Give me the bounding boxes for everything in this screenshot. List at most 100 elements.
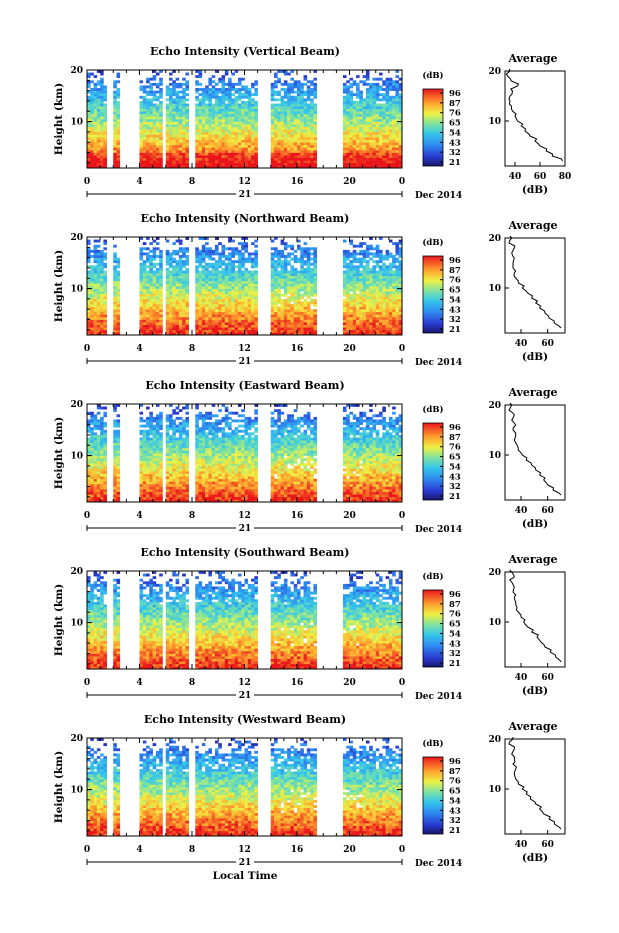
heatmap-cell bbox=[143, 271, 147, 274]
heatmap-cell bbox=[307, 145, 311, 148]
heatmap-cell bbox=[376, 271, 380, 274]
heatmap-cell bbox=[176, 122, 180, 125]
heatmap-cell bbox=[140, 155, 144, 158]
heatmap-cell bbox=[103, 153, 107, 156]
heatmap-cell bbox=[176, 129, 180, 132]
heatmap-cell bbox=[245, 281, 249, 284]
heatmap-cell bbox=[254, 283, 258, 286]
heatmap-cell bbox=[274, 263, 278, 266]
heatmap-cell bbox=[231, 255, 235, 258]
heatmap-cell bbox=[350, 109, 354, 112]
heatmap-cell bbox=[359, 96, 363, 99]
heatmap-cell bbox=[103, 98, 107, 101]
heatmap-cell bbox=[304, 111, 308, 114]
heatmap-cell bbox=[100, 93, 104, 96]
heatmap-cell bbox=[392, 85, 396, 88]
heatmap-cell bbox=[281, 137, 285, 140]
heatmap-cell bbox=[313, 294, 317, 297]
heatmap-cell bbox=[313, 119, 317, 122]
heatmap-cell bbox=[182, 281, 186, 284]
heatmap-cell bbox=[199, 312, 203, 315]
heatmap-cell bbox=[386, 111, 390, 114]
heatmap-cell bbox=[218, 286, 222, 289]
heatmap-cell bbox=[143, 268, 147, 271]
heatmap-cell bbox=[225, 127, 229, 130]
heatmap-cell bbox=[149, 317, 153, 320]
heatmap-cell bbox=[392, 145, 396, 148]
heatmap-cell bbox=[159, 289, 163, 292]
heatmap-cell bbox=[199, 129, 203, 132]
heatmap-cell bbox=[172, 127, 176, 130]
heatmap-cell bbox=[179, 163, 183, 166]
heatmap-cell bbox=[222, 160, 226, 163]
heatmap-cell bbox=[359, 278, 363, 281]
heatmap-cell bbox=[307, 325, 311, 328]
heatmap-cell bbox=[140, 312, 144, 315]
heatmap-cell bbox=[343, 137, 347, 140]
heatmap-cell bbox=[353, 142, 357, 145]
heatmap-cell bbox=[205, 132, 209, 135]
heatmap-cell bbox=[372, 291, 376, 294]
heatmap-cell bbox=[225, 145, 229, 148]
heatmap-cell bbox=[366, 104, 370, 107]
heatmap-cell bbox=[386, 78, 390, 81]
heatmap-cell bbox=[179, 242, 183, 245]
heatmap-cell bbox=[215, 140, 219, 143]
heatmap-cell bbox=[300, 106, 304, 109]
heatmap-cell bbox=[222, 299, 226, 302]
heatmap-cell bbox=[146, 129, 150, 132]
heatmap-cell bbox=[287, 163, 291, 166]
heatmap-cell bbox=[149, 276, 153, 279]
heatmap-cell bbox=[113, 278, 117, 281]
heatmap-cell bbox=[159, 273, 163, 276]
heatmap-cell bbox=[343, 132, 347, 135]
heatmap-cell bbox=[159, 155, 163, 158]
heatmap-cell bbox=[212, 263, 216, 266]
heatmap-cell bbox=[346, 153, 350, 156]
heatmap-cell bbox=[376, 265, 380, 268]
heatmap-cell bbox=[389, 104, 393, 107]
heatmap-cell bbox=[87, 301, 91, 304]
heatmap-cell bbox=[87, 489, 91, 492]
heatmap-cell bbox=[153, 147, 157, 150]
heatmap-cell bbox=[277, 252, 281, 255]
heatmap-cell bbox=[176, 301, 180, 304]
heatmap-cell bbox=[185, 155, 189, 158]
heatmap-cell bbox=[222, 291, 226, 294]
heatmap-cell bbox=[297, 327, 301, 330]
heatmap-cell bbox=[372, 271, 376, 274]
heatmap-cell bbox=[146, 124, 150, 127]
heatmap-cell bbox=[235, 134, 239, 137]
heatmap-cell bbox=[94, 122, 98, 125]
heatmap-cell bbox=[94, 106, 98, 109]
heatmap-cell bbox=[307, 109, 311, 112]
heatmap-cell bbox=[90, 129, 94, 132]
heatmap-cell bbox=[146, 98, 150, 101]
heatmap-cell bbox=[372, 147, 376, 150]
heatmap-cell bbox=[248, 122, 252, 125]
heatmap-cell bbox=[87, 104, 91, 107]
heatmap-cell bbox=[100, 276, 104, 279]
heatmap-cell bbox=[94, 281, 98, 284]
heatmap-cell bbox=[346, 91, 350, 94]
heatmap-cell bbox=[222, 145, 226, 148]
heatmap-cell bbox=[117, 309, 121, 312]
heatmap-cell bbox=[182, 250, 186, 253]
heatmap-cell bbox=[87, 127, 91, 130]
heatmap-cell bbox=[179, 250, 183, 253]
heatmap-cell bbox=[231, 83, 235, 86]
heatmap-cell bbox=[117, 322, 121, 325]
heatmap-cell bbox=[235, 150, 239, 153]
heatmap-cell bbox=[346, 101, 350, 104]
heatmap-cell bbox=[356, 155, 360, 158]
heatmap-cell bbox=[372, 134, 376, 137]
heatmap-cell bbox=[117, 132, 121, 135]
heatmap-cell bbox=[307, 106, 311, 109]
heatmap-cell bbox=[241, 271, 245, 274]
heatmap-cell bbox=[356, 325, 360, 328]
heatmap-cell bbox=[215, 101, 219, 104]
heatmap-cell bbox=[153, 250, 157, 253]
heatmap-cell bbox=[225, 140, 229, 143]
heatmap-cell bbox=[313, 258, 317, 261]
profile-y-tick-label: 10 bbox=[488, 284, 501, 294]
